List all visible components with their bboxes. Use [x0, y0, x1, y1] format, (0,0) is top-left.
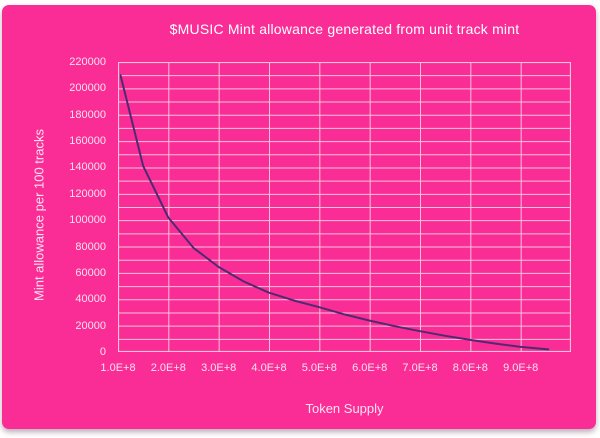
chart-title: $MUSIC Mint allowance generated from uni… [169, 21, 520, 37]
plot-border [118, 62, 571, 352]
x-tick-label: 2.0E+8 [150, 362, 186, 374]
y-tick-label: 220000 [69, 56, 106, 68]
plot-area [118, 62, 571, 352]
y-tick-label: 160000 [69, 135, 106, 148]
y-tick-label: 140000 [69, 161, 106, 174]
y-tick-label: 100000 [69, 214, 106, 227]
y-tick-label: 180000 [69, 108, 106, 121]
x-tick-label: 5.0E+8 [301, 362, 337, 374]
y-tick-label: 200000 [69, 82, 106, 95]
series-line [119, 74, 550, 351]
x-tick-label: 9.0E+8 [503, 362, 539, 374]
x-tick-label: 1.0E+8 [100, 362, 136, 374]
x-tick-label: 6.0E+8 [352, 362, 388, 374]
y-tick-label: 80000 [75, 240, 106, 253]
x-tick-label: 8.0E+8 [452, 362, 488, 374]
y-tick-label: 120000 [69, 187, 106, 200]
y-tick-label: 60000 [75, 266, 106, 279]
x-tick-label: 3.0E+8 [201, 362, 237, 374]
x-tick-label: 7.0E+8 [402, 362, 438, 374]
x-tick-label: 4.0E+8 [251, 362, 287, 374]
y-tick-label: 40000 [75, 293, 106, 306]
x-axis-title: Token Supply [305, 401, 384, 416]
y-tick-label: 20000 [75, 319, 106, 332]
y-tick-label: 0 [99, 346, 106, 358]
